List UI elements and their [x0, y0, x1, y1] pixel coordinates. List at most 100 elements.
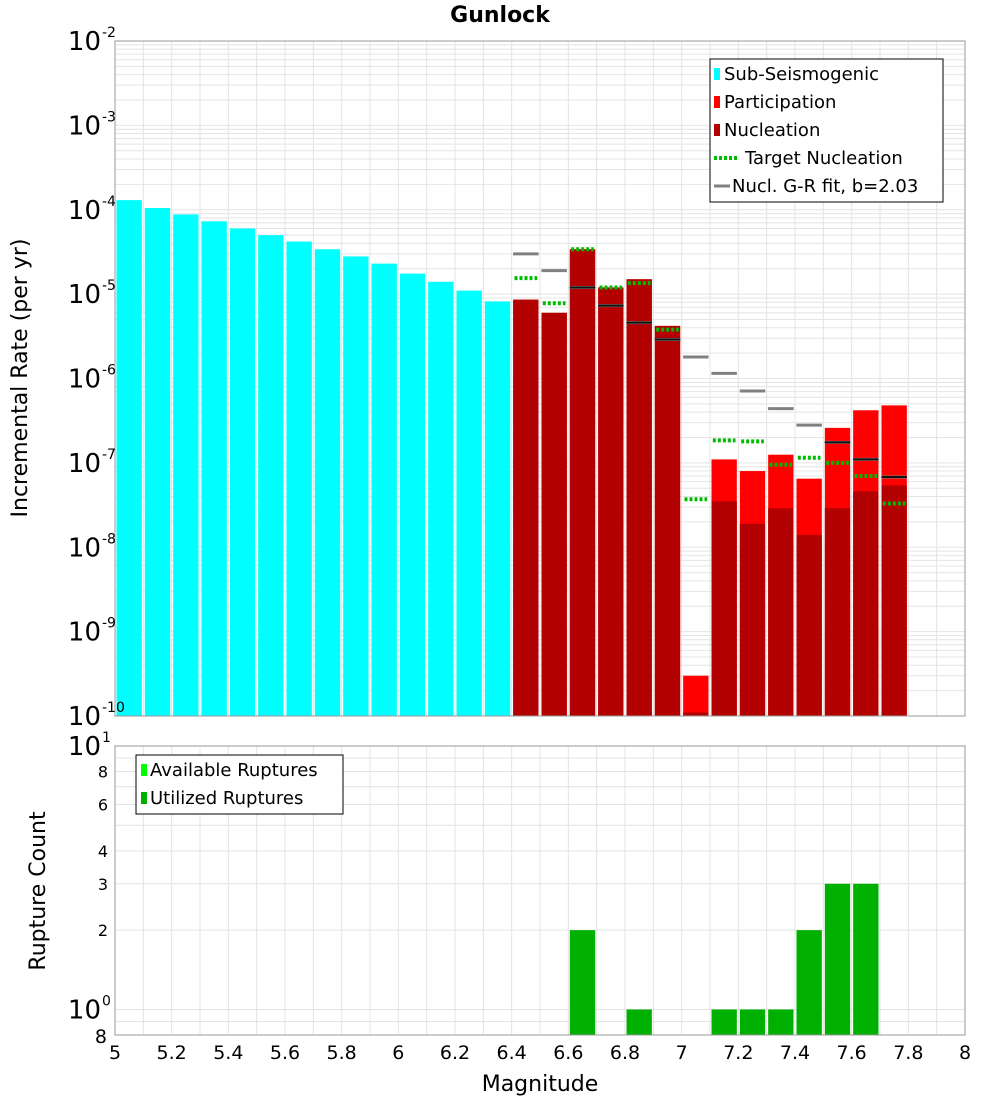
y-tick-exponent: 0 — [102, 993, 111, 1009]
x-tick-label: 6.8 — [610, 1042, 640, 1064]
x-tick-label: 5.6 — [270, 1042, 300, 1064]
count-plot-legend: Available Ruptures Utilized Ruptures — [135, 754, 344, 815]
sub-seismogenic-bar — [286, 241, 312, 717]
y-tick-exponent: -7 — [102, 447, 116, 463]
y-tick-label: 10 -7 — [68, 447, 116, 479]
y-tick-exponent: -5 — [102, 278, 116, 294]
sub-seismogenic-bar — [173, 214, 199, 717]
y-tick-label: 10 -4 — [68, 194, 116, 226]
nucleation-bar — [569, 249, 596, 716]
count-plot-y-label: Rupture Count — [26, 811, 51, 971]
nucleation-bar — [626, 279, 652, 716]
y-tick-label: 10 -9 — [68, 616, 116, 648]
y-tick-exponent: -6 — [102, 363, 116, 379]
legend-label: Utilized Ruptures — [150, 788, 303, 809]
sub-seismogenic-bar — [456, 290, 482, 716]
x-tick-label: 5.8 — [327, 1042, 357, 1064]
legend-label: Nucl. G-R fit, b=2.03 — [732, 176, 918, 197]
y-tick-label: 8 — [95, 1026, 107, 1048]
sub-seismogenic-bar — [484, 301, 511, 716]
legend-label: Target Nucleation — [744, 148, 903, 169]
x-tick-label: 7.2 — [723, 1042, 753, 1064]
sub-seismogenic-bar — [201, 221, 227, 716]
x-tick-label: 5.4 — [213, 1042, 243, 1064]
y-tick-base: 10 — [68, 196, 101, 226]
sub-seismogenic-bar — [144, 207, 171, 716]
y-tick-label: 10 -3 — [68, 109, 116, 141]
sub-seismogenic-bar — [428, 281, 454, 716]
rate-plot-markers — [513, 247, 907, 506]
rate-plot-frame — [114, 40, 966, 717]
nucleation-bar — [853, 491, 879, 716]
y-tick-base: 10 — [68, 111, 101, 141]
y-tick-base: 10 — [68, 449, 101, 479]
legend-swatch — [141, 792, 147, 804]
sub-seismogenic-bar — [399, 273, 426, 716]
y-tick-label: 10 -8 — [68, 531, 116, 563]
y-tick-label: 10 -5 — [68, 278, 116, 310]
legend-label: Sub-Seismogenic — [724, 64, 879, 85]
utilized-ruptures-bar — [768, 1009, 794, 1035]
x-tick-label: 7.6 — [837, 1042, 867, 1064]
x-tick-label: 5 — [109, 1042, 121, 1064]
utilized-ruptures-bar — [569, 930, 596, 1035]
y-tick-label: 10 -2 — [68, 25, 116, 57]
legend-label: Nucleation — [724, 120, 820, 141]
legend-label: Participation — [724, 92, 836, 113]
sub-seismogenic-bar — [343, 256, 369, 716]
nucleation-bar — [796, 534, 822, 716]
legend-box — [135, 754, 344, 815]
legend-box — [709, 58, 944, 203]
nucleation-bar — [768, 508, 794, 716]
nucleation-bar — [683, 712, 709, 716]
y-tick-label: 4 — [98, 842, 108, 861]
utilized-ruptures-bar — [711, 1009, 737, 1035]
count-plot-frame — [114, 745, 966, 1036]
y-tick-base: 10 — [68, 618, 101, 648]
x-tick-label: 5.2 — [157, 1042, 187, 1064]
y-tick-exponent: -8 — [102, 531, 116, 547]
y-tick-label: 6 — [98, 795, 108, 814]
y-tick-label: 8 — [98, 763, 108, 782]
nucleation-bar — [739, 523, 766, 716]
nucleation-bar — [824, 508, 851, 716]
y-tick-exponent: -3 — [102, 109, 116, 125]
participation-bar — [683, 675, 709, 716]
x-axis-ticks: 5 5.2 5.4 5.6 5.8 6 6.2 6.4 6.6 6.8 7 7.2 7.4 7.6 7.8 8 — [109, 1042, 971, 1064]
rate-plot-y-label: Incremental Rate (per yr) — [8, 239, 33, 518]
sub-seismogenic-bar — [258, 235, 284, 716]
utilized-ruptures-bar — [626, 1009, 652, 1035]
y-tick-base: 10 — [68, 533, 101, 563]
y-tick-label: 10 -6 — [68, 363, 116, 395]
y-tick-exponent: -9 — [102, 616, 116, 632]
x-tick-label: 7 — [676, 1042, 688, 1064]
x-tick-label: 6.4 — [497, 1042, 527, 1064]
y-tick-base: 10 — [68, 27, 101, 57]
legend-swatch — [141, 764, 147, 776]
nucleation-bar — [654, 325, 681, 716]
y-tick-label: 2 — [98, 921, 108, 940]
y-tick-base: 10 — [68, 995, 101, 1025]
rate-plot-legend: Sub-Seismogenic Participation Nucleation Ta… — [709, 58, 944, 203]
nucleation-bar — [541, 312, 567, 716]
rate-plot-bars — [116, 200, 907, 717]
sub-seismogenic-bar — [314, 249, 341, 716]
nucleation-bar — [711, 501, 737, 716]
legend-swatch — [714, 124, 720, 136]
y-tick-base: 10 — [68, 280, 101, 310]
x-tick-label: 8 — [959, 1042, 971, 1064]
count-plot-bars — [569, 883, 879, 1035]
y-tick-label: 3 — [98, 875, 108, 894]
nucleation-bar — [881, 485, 907, 716]
x-tick-label: 6 — [392, 1042, 404, 1064]
y-tick-label: 10 1 — [68, 730, 111, 762]
legend-swatch — [714, 68, 720, 80]
y-tick-base: 10 — [68, 732, 101, 762]
utilized-ruptures-bar — [853, 883, 879, 1035]
utilized-ruptures-bar — [824, 883, 851, 1035]
sub-seismogenic-bar — [371, 263, 397, 716]
chart-title: Gunlock — [450, 3, 551, 28]
